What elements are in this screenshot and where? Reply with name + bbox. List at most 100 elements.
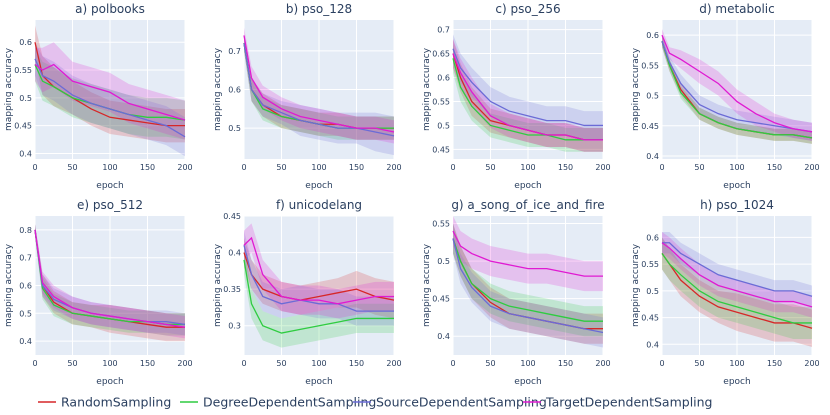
confidence-band: [244, 230, 394, 326]
x-tick-label: 150: [558, 163, 573, 172]
legend-label: TargetDependentSampling: [545, 395, 713, 410]
y-tick-label: 0.55: [14, 66, 32, 75]
confidence-band: [453, 223, 603, 344]
y-tick-label: 0.7: [437, 26, 450, 35]
series-line: [662, 242, 813, 297]
y-tick-label: 0.8: [19, 226, 32, 235]
y-tick-label: 0.6: [228, 86, 241, 95]
series-line: [243, 245, 394, 312]
x-tick-label: 100: [311, 359, 326, 368]
confidence-band: [244, 237, 394, 319]
confidence-band: [662, 35, 812, 144]
y-tick-label: 0.45: [14, 122, 32, 131]
confidence-band: [244, 245, 394, 348]
series-line: [661, 40, 813, 133]
y-tick-label: 0.4: [646, 152, 659, 161]
series-line: [452, 48, 603, 127]
y-tick-label: 0.6: [19, 38, 32, 47]
x-axis-label: epoch: [514, 181, 541, 191]
x-tick-label: 200: [177, 359, 192, 368]
y-tick-label: 0.45: [223, 212, 241, 221]
y-tick-label: 0.4: [437, 332, 450, 341]
subplot-6: 0 50 100 150 200 0.3 0.35 0.4 0.45 f) unicodelang…: [213, 198, 402, 387]
confidence-band: [244, 35, 394, 140]
confidence-band: [453, 39, 603, 152]
y-axis-label: mapping accuracy: [4, 47, 14, 131]
x-tick-label: 100: [102, 359, 117, 368]
legend: RandomSampling DegreeDependentSampling Sou…: [38, 395, 713, 410]
confidence-band: [662, 232, 812, 318]
y-axis-label: mapping accuracy: [213, 243, 223, 327]
legend-item: TargetDependentSampling: [523, 395, 713, 410]
subplot-title: c) pso_256: [495, 2, 560, 16]
x-tick-label: 200: [595, 359, 610, 368]
x-tick-label: 200: [804, 359, 819, 368]
confidence-band: [662, 237, 812, 347]
y-tick-label: 0.5: [646, 92, 659, 101]
x-tick-label: 150: [767, 359, 782, 368]
series-line: [34, 229, 186, 328]
y-tick-label: 0.65: [432, 50, 450, 59]
x-tick-label: 0: [450, 163, 455, 172]
x-tick-label: 0: [450, 359, 455, 368]
y-axis-label: mapping accuracy: [422, 47, 432, 131]
confidence-band: [35, 224, 185, 342]
subplot-8: 0 50 100 150 200 0.4 0.45 0.5 0.55 0.6 h) pso_1024…: [631, 198, 820, 387]
x-tick-label: 200: [386, 359, 401, 368]
x-tick-label: 50: [67, 163, 77, 172]
subplot-title: b) pso_128: [286, 2, 352, 16]
x-axis-label: epoch: [514, 377, 541, 387]
y-tick-label: 0.6: [19, 282, 32, 291]
subplot-4: 0 50 100 150 200 0.4 0.45 0.5 0.55 0.6 d) metaboli…: [631, 2, 820, 191]
y-tick-label: 0.5: [19, 94, 32, 103]
series-line: [243, 43, 395, 137]
legend-item: RandomSampling: [38, 395, 171, 410]
y-tick-label: 0.35: [223, 285, 241, 294]
confidence-band: [453, 223, 603, 337]
series-line: [452, 238, 603, 322]
legend-item: SourceDependentSampling: [353, 395, 547, 410]
y-axis-label: mapping accuracy: [631, 47, 641, 131]
x-tick-label: 150: [140, 163, 155, 172]
confidence-band: [244, 35, 394, 140]
confidence-band: [662, 35, 812, 144]
confidence-band: [35, 224, 185, 339]
series-line: [661, 253, 812, 324]
y-tick-label: 0.7: [228, 47, 241, 56]
x-tick-label: 150: [349, 359, 364, 368]
y-tick-label: 0.6: [646, 233, 659, 242]
x-tick-label: 50: [276, 163, 286, 172]
series-line: [661, 34, 813, 133]
subplot-3: 0 50 100 150 200 0.45 0.5 0.55 0.6 0.65 0.7 c) pso_…: [422, 2, 611, 191]
y-tick-label: 0.4: [19, 149, 32, 158]
x-tick-label: 100: [311, 163, 326, 172]
y-tick-label: 0.3: [228, 322, 241, 331]
y-tick-label: 0.55: [432, 220, 450, 229]
legend-label: DegreeDependentSampling: [203, 395, 376, 410]
y-tick-label: 0.4: [19, 337, 32, 346]
series-line: [661, 242, 813, 308]
x-tick-label: 100: [102, 163, 117, 172]
y-tick-label: 0.5: [437, 121, 450, 130]
series-line: [243, 252, 395, 301]
y-axis-label: mapping accuracy: [4, 243, 14, 327]
y-tick-label: 0.5: [19, 309, 32, 318]
x-axis-label: epoch: [305, 377, 332, 387]
y-axis-label: mapping accuracy: [422, 243, 432, 327]
confidence-band: [244, 35, 394, 156]
x-axis-label: epoch: [723, 377, 750, 387]
subplot-title: a) polbooks: [75, 2, 145, 16]
subplot-7: 0 50 100 150 200 0.4 0.45 0.5 0.55g) a_song_of_i…: [422, 198, 611, 387]
series-line: [661, 40, 813, 139]
x-axis-label: epoch: [96, 181, 123, 191]
y-tick-label: 0.4: [228, 249, 241, 258]
x-tick-label: 100: [520, 359, 535, 368]
x-tick-label: 150: [349, 163, 364, 172]
confidence-band: [35, 47, 185, 140]
confidence-band: [662, 237, 812, 339]
x-tick-label: 0: [241, 163, 246, 172]
subplot-title: h) pso_1024: [700, 198, 774, 212]
series-line: [34, 58, 186, 138]
y-tick-label: 0.55: [641, 260, 659, 269]
